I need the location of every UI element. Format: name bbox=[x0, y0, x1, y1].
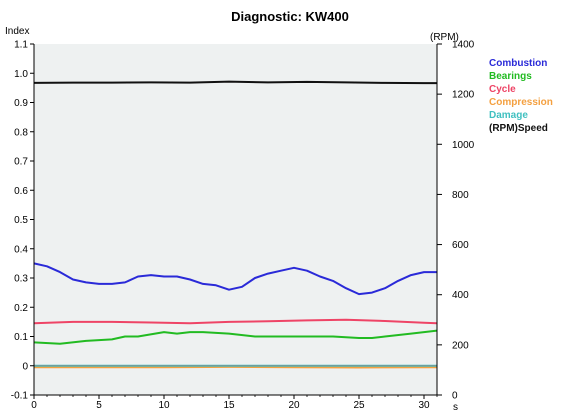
y-tick-label: 0.7 bbox=[14, 157, 28, 168]
y-axis-label: Index bbox=[5, 26, 29, 37]
legend-item-compression: Compression bbox=[489, 97, 553, 108]
y-tick-label: 1.1 bbox=[14, 40, 28, 51]
x-axis-label: s bbox=[453, 402, 458, 413]
series-line-cycle bbox=[33, 318, 438, 325]
series-line-compression bbox=[34, 365, 438, 369]
legend: Combustion Bearings Cycle Compression Damage… bbox=[489, 58, 553, 134]
y-tick-label: 0.1 bbox=[14, 332, 28, 343]
legend-item-damage: Damage bbox=[489, 110, 528, 121]
legend-item-cycle: Cycle bbox=[489, 84, 516, 95]
y-tick-label: -0.1 bbox=[11, 391, 29, 402]
series-line-rpm-speed bbox=[33, 80, 437, 85]
x-tick-label: 30 bbox=[418, 400, 430, 411]
y2-tick-label: 600 bbox=[452, 240, 469, 251]
legend-item-combustion: Combustion bbox=[489, 58, 547, 69]
chart-title: Diagnostic: KW400 bbox=[231, 9, 349, 24]
y2-tick-label: 1000 bbox=[452, 140, 475, 151]
y2-tick-label: 1400 bbox=[452, 40, 475, 51]
legend-item-rpm-speed: (RPM)Speed bbox=[489, 123, 548, 134]
y-tick-label: 0.2 bbox=[14, 303, 28, 314]
x-tick-label: 15 bbox=[223, 400, 235, 411]
legend-item-bearings: Bearings bbox=[489, 71, 532, 82]
x-tick-label: 25 bbox=[353, 400, 365, 411]
x-tick-label: 0 bbox=[31, 400, 37, 411]
y-tick-label: 0.4 bbox=[14, 244, 28, 255]
y-tick-label: 0.5 bbox=[14, 215, 28, 226]
y2-tick-label: 800 bbox=[452, 190, 469, 201]
y2-tick-label: 400 bbox=[452, 290, 469, 301]
y2-tick-label: 1200 bbox=[452, 90, 475, 101]
plot-area bbox=[34, 44, 437, 395]
y-tick-label: 1.0 bbox=[14, 69, 28, 80]
y-tick-label: 0 bbox=[22, 361, 28, 372]
y-tick-label: 0.3 bbox=[14, 274, 28, 285]
x-tick-label: 5 bbox=[96, 400, 102, 411]
x-tick-label: 20 bbox=[288, 400, 300, 411]
y-tick-label: 0.8 bbox=[14, 127, 28, 138]
axes-layer: -0.100.10.20.30.40.50.60.70.80.91.01.102… bbox=[11, 40, 475, 412]
y2-tick-label: 0 bbox=[452, 391, 458, 402]
y2-axis-label: (RPM) bbox=[430, 32, 459, 43]
series-line-bearings bbox=[33, 329, 438, 345]
y-tick-label: 0.6 bbox=[14, 186, 28, 197]
series-line-combustion bbox=[33, 262, 437, 296]
x-tick-label: 10 bbox=[158, 400, 170, 411]
y-tick-label: 0.9 bbox=[14, 98, 28, 109]
y2-tick-label: 200 bbox=[452, 340, 469, 351]
